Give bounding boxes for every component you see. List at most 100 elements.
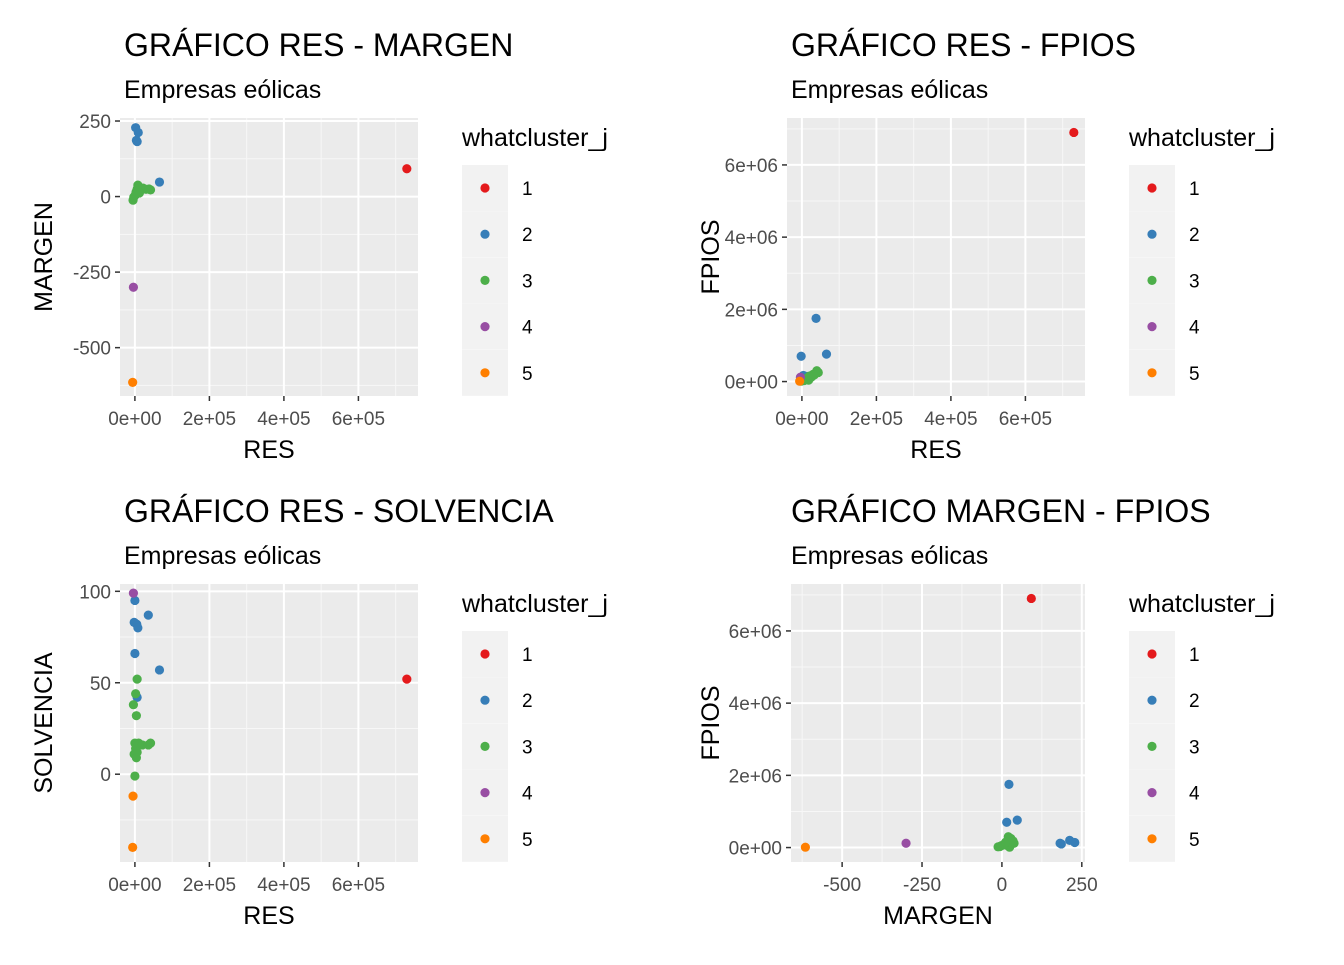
data-point-cluster-3 — [131, 689, 141, 699]
tick-label-y: -250 — [73, 263, 111, 284]
tick-label-x: 4e+05 — [257, 875, 310, 896]
legend-label: 5 — [522, 364, 533, 385]
data-point-cluster-2 — [1012, 815, 1022, 825]
data-point-cluster-1 — [1069, 127, 1079, 138]
data-point-cluster-3 — [809, 370, 819, 380]
legend-label: 2 — [1189, 691, 1200, 712]
data-point-cluster-1 — [402, 674, 412, 684]
tick-label-x: 2e+05 — [183, 875, 236, 896]
legend: whatcluster_j 1 2 3 4 5 — [1128, 124, 1275, 396]
tick-label-x: 250 — [1066, 875, 1098, 896]
tick-label-y: 2e+06 — [725, 300, 778, 321]
tick-label-y: 4e+06 — [725, 228, 778, 249]
data-point-cluster-3 — [145, 185, 156, 195]
legend-key-point — [480, 275, 490, 285]
data-point-cluster-2 — [130, 648, 140, 659]
legend-label: 3 — [522, 737, 533, 758]
data-point-cluster-3 — [1001, 837, 1011, 847]
data-point-cluster-5 — [128, 842, 138, 852]
tick-label-x: 6e+05 — [999, 409, 1052, 430]
data-point-cluster-2 — [130, 595, 140, 606]
tick-label-x: 2e+05 — [183, 409, 236, 430]
data-point-cluster-3 — [131, 753, 141, 763]
tick-label-y: 250 — [79, 112, 111, 133]
data-point-cluster-3 — [130, 771, 140, 781]
tick-label-x: 4e+05 — [924, 409, 977, 430]
legend-key-point — [1147, 649, 1157, 659]
legend-label: 4 — [1189, 784, 1200, 805]
data-point-cluster-2 — [1002, 817, 1012, 827]
tick-label-y: 0e+00 — [729, 839, 782, 860]
legend: whatcluster_j 1 2 3 4 5 — [461, 590, 608, 862]
legend-key-point — [1147, 368, 1157, 378]
data-point-cluster-2 — [154, 177, 165, 187]
legend-label: 3 — [1189, 737, 1200, 758]
legend-label: 5 — [1189, 830, 1200, 851]
legend-label: 3 — [522, 271, 533, 292]
data-point-cluster-3 — [134, 188, 144, 198]
tick-label-x: -250 — [903, 875, 941, 896]
y-axis-title: FPIOS — [697, 685, 725, 760]
data-point-cluster-5 — [800, 842, 810, 852]
data-point-cluster-2 — [821, 349, 832, 359]
legend-key-point — [1147, 229, 1157, 239]
legend-key-point — [1147, 741, 1157, 751]
legend-key-point — [480, 183, 490, 193]
data-point-cluster-2 — [132, 136, 142, 147]
data-point-cluster-4 — [901, 838, 911, 848]
x-axis-title: RES — [243, 902, 294, 930]
tick-label-x: 6e+05 — [332, 409, 385, 430]
legend-key-point — [480, 368, 490, 378]
y-axis-title: FPIOS — [697, 219, 725, 294]
tick-label-x: 4e+05 — [257, 409, 310, 430]
chart-title: GRÁFICO RES - SOLVENCIA — [124, 493, 554, 529]
legend-key-point — [1147, 834, 1157, 844]
tick-label-x: 0 — [997, 875, 1008, 896]
legend-label: 4 — [522, 318, 533, 339]
data-point-cluster-5 — [128, 377, 138, 388]
legend-key-point — [480, 229, 490, 239]
legend-key-point — [480, 649, 490, 659]
chart-title: GRÁFICO MARGEN - FPIOS — [791, 493, 1211, 529]
data-point-cluster-5 — [128, 791, 138, 801]
plot-panel — [791, 584, 1085, 862]
data-point-cluster-2 — [811, 313, 821, 323]
legend-key-point — [480, 834, 490, 844]
data-point-cluster-3 — [145, 738, 156, 748]
legend-label: 1 — [522, 645, 533, 666]
tick-label-x: 0e+00 — [108, 409, 161, 430]
plot-panel — [787, 118, 1085, 396]
data-point-cluster-2 — [1055, 838, 1065, 848]
legend-title: whatcluster_j — [1128, 124, 1275, 152]
chart-panel-3: GRÁFICO RES - SOLVENCIA Empresas eólicas 0… — [30, 493, 608, 930]
tick-label-y: 0 — [100, 765, 111, 786]
chart-subtitle: Empresas eólicas — [791, 542, 988, 570]
tick-label-y: 2e+06 — [729, 766, 782, 787]
data-point-cluster-2 — [1070, 837, 1080, 848]
data-point-cluster-2 — [133, 623, 143, 633]
chart-subtitle: Empresas eólicas — [791, 76, 988, 104]
data-point-cluster-3 — [132, 674, 142, 684]
plot-panel — [120, 118, 418, 396]
tick-label-y: 0e+00 — [725, 373, 778, 394]
chart-title: GRÁFICO RES - FPIOS — [791, 27, 1136, 63]
chart-panel-1: GRÁFICO RES - MARGEN Empresas eólicas 0e+0… — [30, 27, 608, 464]
data-point-cluster-1 — [402, 164, 412, 174]
y-axis-title: MARGEN — [30, 202, 58, 312]
legend-key-point — [1147, 183, 1157, 193]
tick-label-x: 6e+05 — [332, 875, 385, 896]
legend-label: 2 — [522, 691, 533, 712]
data-point-cluster-3 — [131, 711, 141, 721]
tick-label-x: 0e+00 — [108, 875, 161, 896]
data-point-cluster-5 — [795, 376, 805, 386]
x-axis-title: RES — [243, 436, 294, 464]
data-point-cluster-2 — [154, 665, 165, 675]
legend-label: 4 — [1189, 318, 1200, 339]
x-axis-title: RES — [910, 436, 961, 464]
data-point-cluster-2 — [796, 351, 806, 361]
data-point-cluster-3 — [1008, 836, 1018, 846]
chart-subtitle: Empresas eólicas — [124, 542, 321, 570]
data-point-cluster-4 — [128, 282, 139, 292]
chart-subtitle: Empresas eólicas — [124, 76, 321, 104]
